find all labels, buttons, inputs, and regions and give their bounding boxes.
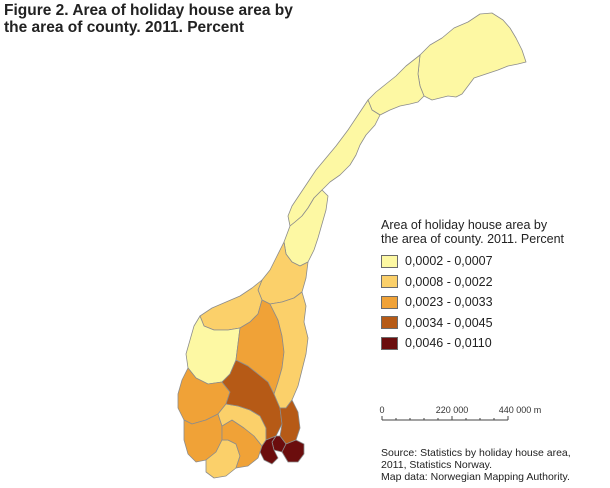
legend-item: 0,0046 - 0,0110 — [381, 333, 606, 354]
legend-item: 0,0023 - 0,0033 — [381, 292, 606, 313]
legend-item: 0,0002 - 0,0007 — [381, 251, 606, 272]
county-nordland[interactable] — [287, 99, 381, 227]
figure-title-line-1: Figure 2. Area of holiday house area by — [4, 2, 293, 19]
legend-swatch — [381, 316, 398, 330]
legend-item-label: 0,0023 - 0,0033 — [405, 295, 493, 310]
county-hedmark[interactable] — [269, 291, 309, 409]
legend-item: 0,0034 - 0,0045 — [381, 313, 606, 334]
legend-title: Area of holiday house area by the area o… — [381, 218, 606, 246]
source-line-3: Map data: Norwegian Mapping Authority. — [381, 471, 570, 483]
figure-title-line-2: the area of county. 2011. Percent — [4, 19, 245, 36]
scale-label-mid: 220 000 — [435, 405, 469, 415]
legend-item: 0,0008 - 0,0022 — [381, 272, 606, 293]
county-akershus[interactable] — [279, 399, 301, 445]
county-finnmark[interactable] — [417, 12, 527, 101]
county-ostfold[interactable] — [281, 439, 305, 463]
source-line-1: Source: Statistics by holiday house area… — [381, 447, 571, 459]
source-line-2: 2011, Statistics Norway. — [381, 459, 493, 471]
source-note: Source: Statistics by holiday house area… — [381, 447, 606, 483]
legend-swatch — [381, 295, 398, 309]
legend-item-label: 0,0008 - 0,0022 — [405, 274, 493, 289]
county-troms[interactable] — [367, 54, 425, 116]
map-legend: Area of holiday house area by the area o… — [381, 218, 606, 354]
scale-label-end: 440 000 m — [498, 405, 542, 415]
legend-item-label: 0,0002 - 0,0007 — [405, 254, 493, 269]
legend-swatch — [381, 336, 398, 350]
figure-title: Figure 2. Area of holiday house area by … — [4, 2, 324, 36]
county-vestfold[interactable] — [259, 435, 279, 465]
legend-title-line-2: the area of county. 2011. Percent — [381, 232, 564, 246]
scale-label-start: 0 — [379, 405, 385, 415]
legend-item-label: 0,0046 - 0,0110 — [405, 336, 492, 351]
legend-item-label: 0,0034 - 0,0045 — [405, 315, 493, 330]
legend-swatch — [381, 254, 398, 268]
legend-swatch — [381, 275, 398, 289]
legend-title-line-1: Area of holiday house area by — [381, 218, 548, 232]
scale-bar: 0 220 000 440 000 m — [378, 405, 558, 429]
scale-bar-line — [381, 416, 509, 421]
